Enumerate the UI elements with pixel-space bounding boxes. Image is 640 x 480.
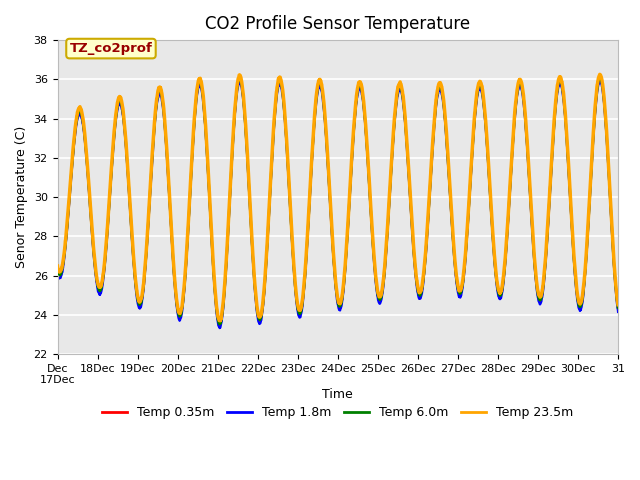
Y-axis label: Senor Temperature (C): Senor Temperature (C) [15,126,28,268]
Legend: Temp 0.35m, Temp 1.8m, Temp 6.0m, Temp 23.5m: Temp 0.35m, Temp 1.8m, Temp 6.0m, Temp 2… [97,401,578,424]
Title: CO2 Profile Sensor Temperature: CO2 Profile Sensor Temperature [205,15,470,33]
X-axis label: Time: Time [323,388,353,401]
Text: TZ_co2prof: TZ_co2prof [70,42,152,55]
